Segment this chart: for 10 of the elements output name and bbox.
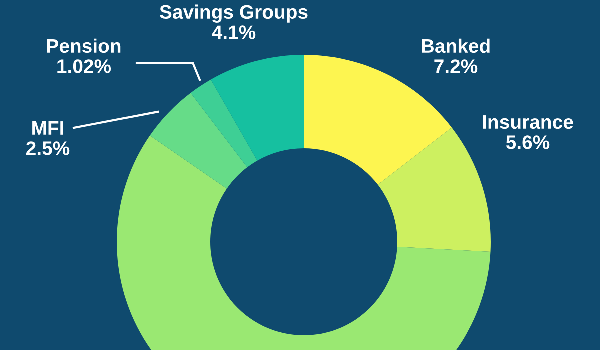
- slice-label: MFI: [32, 122, 64, 135]
- slice-label: Banked: [422, 38, 490, 54]
- data-label: 5.6%: [506, 136, 550, 150]
- slice-label: Insurance: [483, 116, 574, 130]
- slice-label: Pension: [47, 38, 121, 54]
- data-label: 1.02%: [58, 60, 112, 74]
- data-label: 7.2%: [434, 60, 478, 74]
- data-label: 2.5%: [26, 142, 70, 156]
- data-label: 4.1%: [212, 26, 256, 40]
- slice-label: Savings Groups: [160, 4, 308, 23]
